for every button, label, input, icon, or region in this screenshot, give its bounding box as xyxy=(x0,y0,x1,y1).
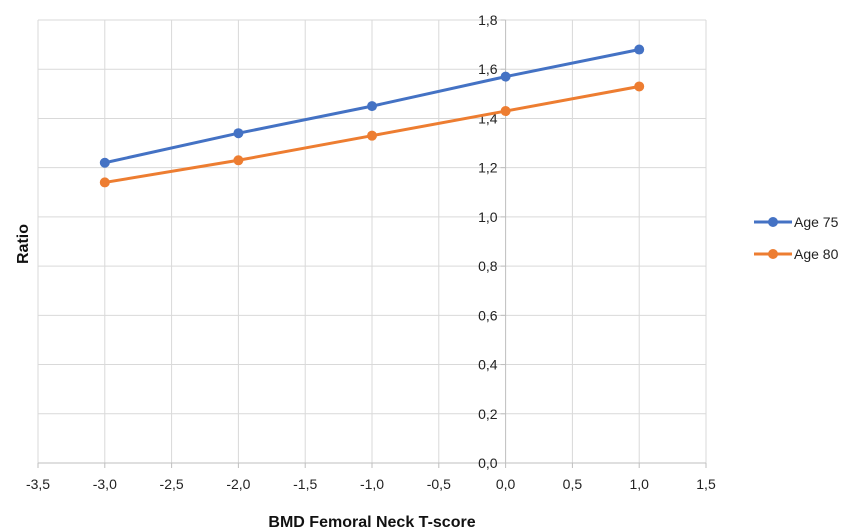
y-tick-label: 1,0 xyxy=(478,209,498,225)
series-age-80 xyxy=(99,81,645,188)
data-point xyxy=(367,130,377,141)
x-tick-label: 0,0 xyxy=(496,476,516,492)
legend-swatch-marker xyxy=(768,249,778,259)
legend-item: Age 80 xyxy=(754,246,839,262)
x-tick-label: 1,5 xyxy=(696,476,716,492)
y-tick-label: 0,0 xyxy=(478,455,498,471)
data-point xyxy=(500,71,511,82)
x-tick-label: -2,5 xyxy=(160,476,184,492)
y-tick-label: 0,6 xyxy=(478,307,498,323)
x-tick-label: -1,0 xyxy=(360,476,384,492)
x-tick-label: -3,0 xyxy=(93,476,117,492)
x-axis-title: BMD Femoral Neck T-score xyxy=(268,514,475,531)
data-point xyxy=(99,157,110,168)
x-tick-labels: -3,5 -3,0 -2,5 -2,0 -1,5 -1,0 -0,5 0,0 0,5 1,0 1,5 xyxy=(26,476,716,492)
x-tick-label: 0,5 xyxy=(563,476,583,492)
data-point xyxy=(634,81,645,92)
data-point xyxy=(233,155,244,166)
data-point xyxy=(500,106,511,117)
y-tick-label: 0,2 xyxy=(478,406,498,422)
x-tick-label: -3,5 xyxy=(26,476,50,492)
series-age-75 xyxy=(99,44,645,168)
y-tick-label: 0,8 xyxy=(478,258,498,274)
x-tick-label: 1,0 xyxy=(629,476,649,492)
legend-swatch-marker xyxy=(768,217,778,227)
data-point xyxy=(99,177,110,188)
x-tick-label: -1,5 xyxy=(293,476,317,492)
x-tick-label: -2,0 xyxy=(226,476,250,492)
legend-label: Age 80 xyxy=(794,246,839,262)
x-tick-label: -0,5 xyxy=(427,476,451,492)
legend-label: Age 75 xyxy=(794,214,839,230)
series-layer xyxy=(99,44,645,188)
data-point xyxy=(634,44,645,55)
y-axis-title: Ratio xyxy=(15,224,32,264)
y-tick-label: 1,8 xyxy=(478,12,498,28)
y-tick-label: 0,4 xyxy=(478,357,498,373)
data-point xyxy=(233,128,244,139)
data-point xyxy=(367,101,377,112)
axes xyxy=(37,19,707,468)
legend-item: Age 75 xyxy=(754,214,839,230)
vertical-gridlines xyxy=(37,20,707,463)
horizontal-gridlines xyxy=(38,19,706,415)
y-tick-label: 1,6 xyxy=(478,61,498,77)
y-tick-labels: 0,00,20,40,60,81,01,21,41,61,8 xyxy=(478,12,498,471)
y-tick-label: 1,2 xyxy=(478,160,498,176)
legend: Age 75 Age 80 xyxy=(754,214,839,262)
